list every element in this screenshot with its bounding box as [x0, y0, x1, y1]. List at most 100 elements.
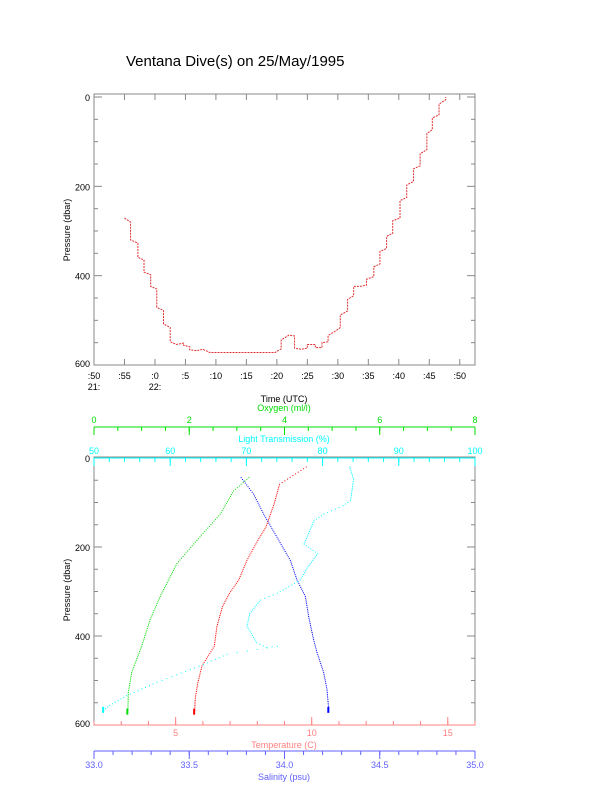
oxygen-data-point	[152, 611, 154, 613]
light-data-point	[344, 503, 346, 505]
temperature-data-point	[195, 690, 197, 692]
temperature-data-point	[273, 503, 275, 505]
light-data-point	[351, 493, 353, 495]
light-data-point	[299, 579, 301, 581]
salinity-data-point	[324, 677, 326, 679]
temperature-data-point	[238, 579, 240, 581]
oxygen-data-point	[146, 629, 148, 631]
plot-frame-top	[93, 93, 476, 366]
temperature-data-point	[289, 476, 291, 478]
light-data-point	[314, 551, 316, 553]
light-data-point	[311, 523, 313, 525]
light-data-point	[306, 568, 308, 570]
light-data-point	[264, 597, 266, 599]
oxygen-data-point	[140, 647, 142, 649]
x-tick-label: :35	[362, 371, 375, 381]
light-data-point	[312, 559, 314, 561]
light-data-point	[109, 704, 111, 706]
salinity-data-point	[313, 640, 315, 642]
light-transmission-tick-label: 100	[467, 446, 482, 456]
salinity-data-point	[250, 489, 252, 491]
salinity-data-point	[293, 570, 295, 572]
temperature-data-point	[238, 577, 240, 579]
temperature-data-point	[210, 651, 212, 653]
light-data-point	[148, 685, 150, 687]
oxygen-data-point	[131, 670, 133, 672]
light-data-point	[107, 706, 109, 708]
light-data-point	[114, 701, 116, 703]
oxygen-data-point	[233, 490, 235, 492]
oxygen-data-point	[176, 563, 178, 565]
oxygen-data-point	[138, 652, 140, 654]
temperature-data-point	[199, 674, 201, 676]
temperature-data-point	[196, 689, 198, 691]
light-data-point	[141, 688, 143, 690]
salinity-data-point	[266, 518, 268, 520]
light-data-point	[256, 604, 258, 606]
temperature-data-point	[207, 656, 209, 658]
temperature-data-point	[214, 638, 216, 640]
light-data-point	[246, 625, 248, 627]
salinity-data-point	[305, 601, 307, 603]
y-tick-label: 400	[75, 632, 90, 642]
temperature-data-point	[228, 594, 230, 596]
oxygen-data-point	[187, 550, 189, 552]
salinity-data-point	[279, 542, 281, 544]
salinity-data-point	[317, 655, 319, 657]
light-data-point	[256, 642, 258, 644]
oxygen-data-point	[213, 520, 215, 522]
light-data-point	[253, 607, 255, 609]
temperature-data-point	[277, 490, 279, 492]
oxygen-data-point	[132, 668, 134, 670]
oxygen-data-point	[191, 545, 193, 547]
temperature-data-point	[263, 529, 265, 531]
light-data-point	[301, 575, 303, 577]
temperature-data-point	[201, 665, 203, 667]
oxygen-data-point	[130, 677, 132, 679]
light-data-point	[313, 558, 315, 560]
oxygen-tick-label: 2	[187, 415, 192, 425]
temperature-data-point	[250, 552, 252, 554]
oxygen-data-point	[127, 697, 129, 699]
y-tick-label: 200	[75, 182, 90, 192]
salinity-data-point	[288, 558, 290, 560]
light-data-point	[310, 527, 312, 529]
salinity-data-point	[265, 517, 267, 519]
light-data-point	[313, 520, 315, 522]
salinity-data-point	[316, 652, 318, 654]
light-data-point	[248, 629, 250, 631]
x-tick-label: :55	[118, 371, 131, 381]
temperature-data-point	[269, 515, 271, 517]
light-data-point	[309, 563, 311, 565]
salinity-data-point	[289, 559, 291, 561]
oxygen-data-point	[164, 585, 166, 587]
salinity-data-point	[240, 477, 242, 479]
oxygen-data-point	[194, 541, 196, 543]
oxygen-data-point	[169, 576, 171, 578]
temperature-data-point	[197, 681, 199, 683]
temperature-data-point	[269, 514, 271, 516]
light-data-point	[350, 498, 352, 500]
temperature-data-point	[257, 539, 259, 541]
oxygen-data-point	[185, 552, 187, 554]
temperature-data-point	[222, 604, 224, 606]
salinity-data-point	[303, 594, 305, 596]
salinity-data-point	[255, 499, 257, 501]
temperature-data-point	[221, 607, 223, 609]
temperature-data-point	[262, 531, 264, 533]
temperature-data-point	[244, 565, 246, 567]
light-data-point	[323, 513, 325, 515]
light-data-point	[133, 691, 135, 693]
salinity-data-point	[261, 509, 263, 511]
light-transmission-tick-label: 60	[165, 446, 175, 456]
light-data-point	[342, 505, 344, 507]
salinity-data-point	[322, 670, 324, 672]
oxygen-data-point	[166, 582, 168, 584]
oxygen-tick-label: 0	[91, 415, 96, 425]
temperature-data-point	[194, 696, 196, 698]
oxygen-data-point	[142, 642, 144, 644]
salinity-data-point	[242, 478, 244, 480]
oxygen-data-point	[181, 557, 183, 559]
salinity-data-point	[259, 506, 261, 508]
x-tick-label: :5	[182, 371, 190, 381]
